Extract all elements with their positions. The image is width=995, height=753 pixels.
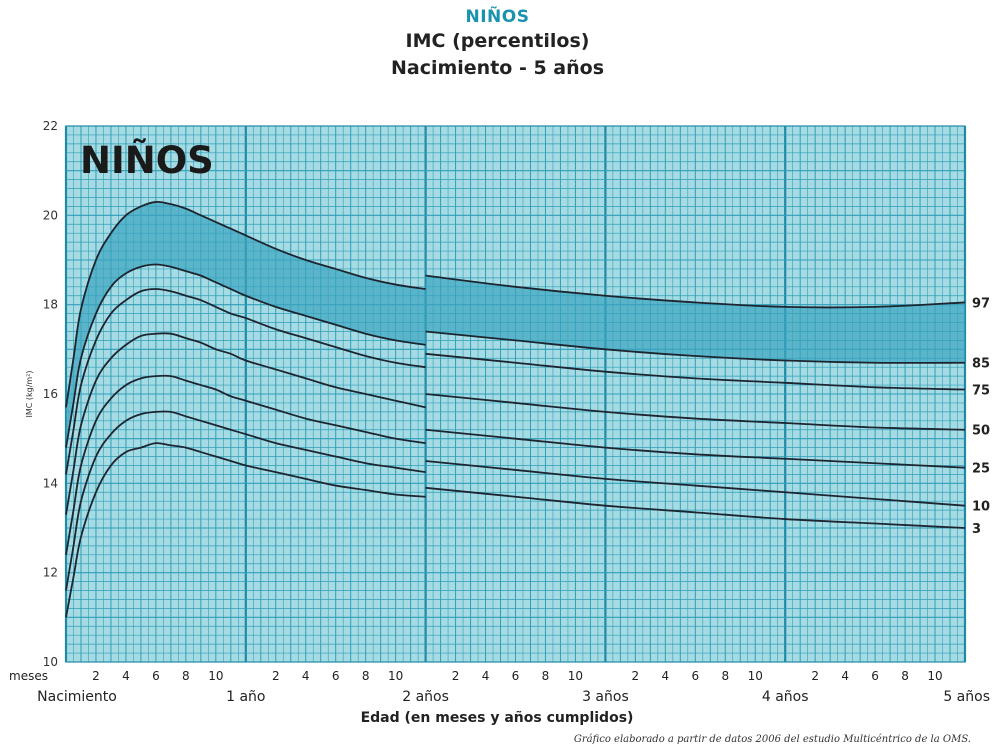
year-label: 4 años [762, 689, 809, 705]
shaded-band-85-97 [66, 201, 426, 448]
x-tick-label: 4 [841, 669, 849, 683]
x-tick-label: 6 [691, 669, 699, 683]
percentile-curve-p50 [65, 332, 426, 515]
x-tick-label: 4 [662, 669, 670, 683]
x-tick-label: 4 [482, 669, 490, 683]
y-tick-label: 18 [43, 298, 58, 312]
x-tick-label: 8 [721, 669, 729, 683]
x-tick-label: 2 [811, 669, 819, 683]
chart-title: IMC (percentilos) [405, 30, 590, 52]
x-axis-title: Edad (en meses y años cumplidos) [361, 710, 634, 726]
percentile-label: 50 [972, 424, 990, 439]
x-tick-label: 2 [632, 669, 640, 683]
year-label: 5 años [943, 689, 990, 705]
percentile-curve-p97 [425, 274, 966, 309]
x-tick-label: 6 [512, 669, 520, 683]
percentile-curve-p75 [425, 352, 966, 391]
in-plot-label: NIÑOS [80, 138, 214, 182]
source-footnote: Gráfico elaborado a partir de datos 2006… [573, 734, 971, 745]
x-tick-label: 6 [332, 669, 340, 683]
x-tick-label: 8 [901, 669, 909, 683]
percentile-label: 10 [972, 500, 990, 515]
title-block: NIÑOS IMC (percentilos) Nacimiento - 5 a… [0, 6, 995, 82]
percentile-label: 25 [972, 462, 990, 477]
x-unit-label: meses [9, 669, 48, 683]
x-tick-label: 8 [182, 669, 190, 683]
x-tick-label: 8 [362, 669, 370, 683]
percentile-curve-p85 [65, 263, 426, 448]
x-tick-label: 2 [92, 669, 100, 683]
y-tick-label: 14 [43, 476, 58, 490]
shaded-band-85-97 [425, 275, 966, 363]
x-tick-label: 10 [208, 669, 223, 683]
year-label: 2 años [402, 689, 449, 705]
percentile-curve-p25 [425, 428, 966, 469]
percentile-label: 3 [972, 522, 981, 537]
percentile-label: 97 [972, 296, 990, 311]
x-tick-label: 6 [152, 669, 160, 683]
chart-subtitle: Nacimiento - 5 años [390, 57, 605, 79]
x-tick-label: 10 [748, 669, 763, 683]
chart-kicker: NIÑOS [465, 7, 530, 27]
x-tick-label: 4 [302, 669, 310, 683]
y-tick-label: 12 [43, 566, 58, 580]
x-tick-label: 10 [388, 669, 403, 683]
percentile-curve-p50 [425, 393, 966, 431]
percentile-curve-p97 [65, 200, 426, 408]
x-tick-label: 8 [542, 669, 550, 683]
percentile-curve-p10 [65, 410, 426, 591]
y-tick-label: 22 [43, 119, 58, 133]
x-tick-label: 4 [122, 669, 130, 683]
x-tick-label: 10 [568, 669, 583, 683]
y-tick-label: 10 [43, 655, 58, 669]
percentile-label: 75 [972, 384, 990, 399]
percentile-curve-p10 [425, 460, 966, 507]
y-axis-label: IMC (kg/m²) [25, 370, 34, 417]
grid-lines [64, 125, 967, 663]
x-tick-label: 10 [927, 669, 942, 683]
year-label: 3 años [582, 689, 629, 705]
x-tick-label: 2 [272, 669, 280, 683]
x-tick-label: 2 [452, 669, 460, 683]
percentile-label: 85 [972, 357, 990, 372]
percentile-curve-p75 [65, 288, 426, 475]
y-tick-label: 16 [43, 387, 58, 401]
percentile-curve-p85 [425, 330, 966, 364]
year-label: 1 año [226, 689, 265, 705]
plot-border [65, 125, 966, 663]
year-label: Nacimiento [37, 689, 117, 705]
percentile-curve-p3 [425, 486, 966, 529]
percentile-curve-p25 [65, 374, 426, 555]
x-tick-label: 6 [871, 669, 879, 683]
percentile-curve-p3 [65, 442, 426, 618]
y-tick-label: 20 [43, 208, 58, 222]
